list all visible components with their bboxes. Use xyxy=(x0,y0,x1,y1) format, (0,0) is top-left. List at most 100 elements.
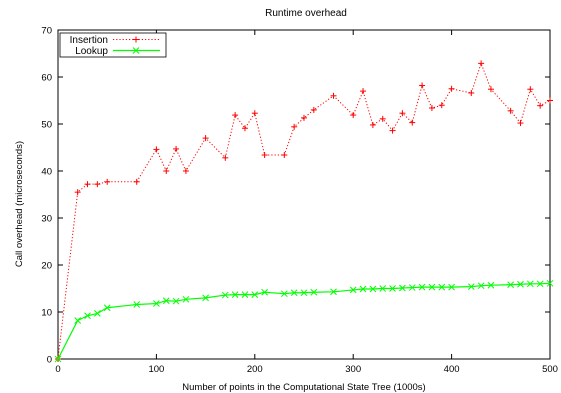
data-point-insertion xyxy=(173,145,180,152)
data-point-insertion xyxy=(251,110,258,117)
data-point-insertion xyxy=(84,181,91,188)
data-point-insertion xyxy=(222,154,229,161)
data-point-insertion xyxy=(399,110,406,117)
series-insertion xyxy=(55,60,553,362)
data-point-insertion xyxy=(133,178,140,185)
data-point-insertion xyxy=(537,102,544,109)
data-point-insertion xyxy=(438,102,445,109)
data-point-lookup xyxy=(389,285,396,292)
data-point-insertion xyxy=(409,119,416,126)
data-point-lookup xyxy=(182,295,190,303)
data-point-insertion xyxy=(419,82,426,89)
legend: Insertion Lookup xyxy=(59,32,167,58)
data-point-lookup xyxy=(349,286,357,294)
data-point-insertion xyxy=(468,89,475,96)
data-point-lookup xyxy=(369,285,377,293)
marker-stroke xyxy=(536,280,544,288)
data-point-insertion xyxy=(281,152,288,159)
marker-stroke xyxy=(54,355,62,363)
x-tick-label: 300 xyxy=(345,364,361,375)
data-point-insertion xyxy=(232,112,239,119)
marker-stroke xyxy=(349,286,357,294)
marker-stroke xyxy=(477,282,485,290)
marker-stroke xyxy=(94,310,101,317)
marker-stroke xyxy=(231,291,239,298)
data-point-lookup xyxy=(477,282,485,290)
data-point-insertion xyxy=(547,97,553,104)
data-point-lookup xyxy=(526,280,534,288)
data-point-insertion xyxy=(350,112,357,119)
data-point-lookup xyxy=(438,283,446,291)
marker-stroke xyxy=(379,285,387,292)
data-series xyxy=(54,60,554,363)
marker-stroke xyxy=(418,283,426,291)
data-point-lookup xyxy=(467,283,475,290)
marker-stroke xyxy=(221,291,229,299)
data-point-lookup xyxy=(202,294,209,302)
data-point-insertion xyxy=(517,120,524,127)
marker-stroke xyxy=(330,288,337,296)
y-tick-label: 10 xyxy=(41,308,52,319)
data-point-insertion xyxy=(202,135,209,142)
y-tick-label: 50 xyxy=(41,120,52,131)
marker-stroke xyxy=(517,280,524,288)
y-tick-label: 0 xyxy=(47,355,52,366)
data-point-lookup xyxy=(84,312,91,320)
marker-stroke xyxy=(359,285,367,293)
data-point-insertion xyxy=(104,178,111,185)
data-point-lookup xyxy=(251,291,259,298)
marker-stroke xyxy=(280,290,288,298)
y-tick-label: 30 xyxy=(41,214,52,225)
data-point-insertion xyxy=(301,114,307,121)
data-point-lookup xyxy=(241,291,249,298)
marker-stroke xyxy=(251,291,259,298)
marker-stroke xyxy=(546,279,554,287)
data-point-lookup xyxy=(300,289,308,297)
data-point-lookup xyxy=(487,281,495,289)
data-point-insertion xyxy=(330,92,337,99)
data-point-insertion xyxy=(478,60,485,67)
legend-label-insertion: Insertion xyxy=(70,35,108,46)
data-point-insertion xyxy=(507,107,514,114)
data-point-lookup xyxy=(330,288,337,296)
data-point-lookup xyxy=(280,290,288,298)
marker-stroke xyxy=(408,284,416,291)
legend-marker-lookup xyxy=(132,47,140,54)
x-tick-label: 100 xyxy=(148,364,164,375)
marker-stroke xyxy=(133,301,141,308)
legend-marker-insertion xyxy=(133,36,139,43)
plot-frame xyxy=(57,29,551,360)
data-point-insertion xyxy=(94,181,101,188)
series-lookup xyxy=(54,279,554,363)
data-point-insertion xyxy=(310,106,317,113)
marker-stroke xyxy=(310,288,318,296)
marker-stroke xyxy=(526,280,534,288)
data-point-insertion xyxy=(389,127,396,134)
data-point-lookup xyxy=(428,283,436,291)
y-axis-label: Call overhead (microseconds) xyxy=(14,141,25,267)
marker-stroke xyxy=(153,300,160,307)
marker-stroke xyxy=(507,281,514,289)
marker-stroke xyxy=(369,285,377,293)
chart-title: Runtime overhead xyxy=(265,8,347,19)
marker-stroke xyxy=(487,281,495,289)
x-tick-label: 0 xyxy=(55,364,60,375)
marker-stroke xyxy=(74,317,82,324)
data-point-lookup xyxy=(507,281,514,289)
y-tick-label: 20 xyxy=(41,261,52,272)
data-point-lookup xyxy=(546,279,554,287)
marker-stroke xyxy=(162,297,170,305)
marker-stroke xyxy=(399,284,406,292)
marker-stroke xyxy=(428,283,436,291)
data-point-lookup xyxy=(74,317,82,324)
data-point-insertion xyxy=(261,152,268,159)
data-point-insertion xyxy=(182,168,189,174)
data-point-lookup xyxy=(399,284,406,292)
series-line-insertion xyxy=(57,61,551,360)
data-point-insertion xyxy=(163,168,170,174)
marker-stroke xyxy=(202,294,209,302)
data-point-lookup xyxy=(103,304,111,312)
data-point-lookup xyxy=(536,280,544,288)
data-point-insertion xyxy=(360,88,367,95)
